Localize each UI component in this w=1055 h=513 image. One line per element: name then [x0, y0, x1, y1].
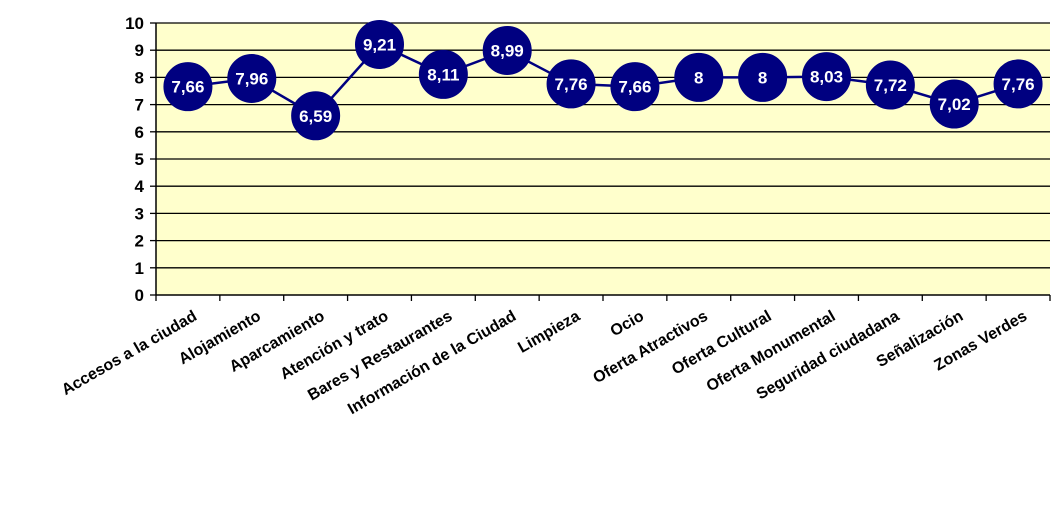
data-point-marker — [418, 49, 468, 99]
data-point-marker — [482, 25, 532, 75]
data-label: 7,02 — [938, 95, 971, 114]
data-point-marker — [227, 53, 277, 103]
data-label: 7,72 — [874, 76, 907, 95]
x-tick-label: Ocio — [608, 308, 647, 341]
y-tick-label: 3 — [135, 204, 144, 223]
y-tick-label: 7 — [135, 96, 144, 115]
data-point-marker — [929, 79, 979, 129]
y-tick-label: 1 — [135, 259, 144, 278]
data-label: 7,66 — [618, 78, 651, 97]
y-tick-label: 8 — [135, 68, 144, 87]
y-tick-label: 9 — [135, 41, 144, 60]
data-label: 7,76 — [1002, 75, 1035, 94]
y-tick-label: 0 — [135, 286, 144, 305]
data-point-marker — [993, 59, 1043, 109]
data-label: 8,03 — [810, 68, 843, 87]
y-tick-label: 10 — [125, 14, 144, 33]
data-point-marker — [163, 62, 213, 112]
data-point-marker — [291, 91, 341, 141]
data-label: 6,59 — [299, 107, 332, 126]
data-point-marker — [865, 60, 915, 110]
data-label: 8 — [694, 68, 703, 87]
data-label: 8,11 — [427, 65, 459, 84]
y-tick-labels: 0 1 2 3 4 5 6 7 8 9 10 — [125, 14, 144, 305]
data-label: 8 — [758, 68, 767, 87]
data-point-marker — [802, 52, 851, 102]
x-tick-label: Oferta Atractivos — [590, 308, 711, 387]
data-label: 8,99 — [491, 41, 524, 60]
data-point-marker — [355, 19, 404, 69]
data-point-marker — [674, 52, 724, 102]
data-label: 7,76 — [555, 75, 588, 94]
series-markers: 7,66 7,96 6,59 9,21 8,11 8,99 7,76 7,66 8 8 8,03 7,… — [163, 19, 1043, 141]
data-label: 9,21 — [363, 35, 396, 54]
y-tick-label: 6 — [135, 123, 144, 142]
data-point-marker — [738, 52, 788, 102]
data-point-marker — [610, 62, 660, 112]
x-tick-label: Limpieza — [515, 308, 583, 357]
y-tick-label: 4 — [135, 177, 145, 196]
data-point-marker — [546, 59, 596, 109]
y-tick-label: 2 — [135, 232, 144, 251]
data-label: 7,66 — [171, 78, 204, 97]
y-tick-label: 5 — [135, 150, 144, 169]
x-tick-labels: Accesos a la ciudadAlojamientoAparcamien… — [59, 308, 1030, 418]
data-label: 7,96 — [235, 69, 268, 88]
axes — [150, 22, 1051, 301]
